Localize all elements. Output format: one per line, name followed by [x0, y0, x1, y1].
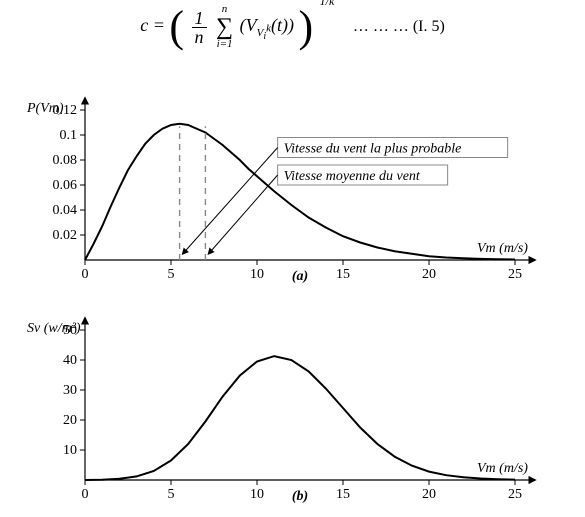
eq-fraction-den: n [192, 28, 207, 46]
eq-paren-left: ( [169, 5, 184, 49]
svg-text:0.08: 0.08 [53, 153, 78, 168]
eq-body: 1 n n ∑ i=1 (VVik(t)) [189, 4, 295, 50]
svg-text:0.04: 0.04 [53, 203, 78, 218]
chart-b-svg: 05101520251020304050Sv (w/m²)Vm (m/s)(b) [25, 310, 545, 510]
eq-term: (VVik(t)) [240, 15, 294, 35]
svg-text:15: 15 [336, 267, 350, 282]
chart-a: 05101520250.020.040.060.080.10.12P(Vm)Vm… [25, 90, 545, 290]
sigma-icon: ∑ [216, 15, 233, 39]
svg-text:20: 20 [63, 413, 77, 428]
svg-text:0.02: 0.02 [53, 228, 78, 243]
eq-tail: … … … (I. 5) [353, 18, 445, 36]
svg-text:10: 10 [250, 487, 264, 502]
eq-lhs: c [140, 15, 148, 35]
svg-text:20: 20 [422, 487, 436, 502]
svg-text:15: 15 [336, 487, 350, 502]
svg-text:25: 25 [508, 487, 522, 502]
eq-fraction: 1 n [192, 9, 207, 46]
eq-equals: = [153, 15, 170, 35]
svg-text:0: 0 [82, 267, 89, 282]
chart-a-svg: 05101520250.020.040.060.080.10.12P(Vm)Vm… [25, 90, 545, 290]
svg-text:30: 30 [63, 383, 77, 398]
svg-text:5: 5 [168, 267, 175, 282]
svg-text:0.1: 0.1 [60, 128, 78, 143]
svg-text:(b): (b) [292, 489, 308, 504]
equation: c = ( 1 n n ∑ i=1 (VVik(t)) ) 1/k … … … … [0, 4, 585, 50]
svg-text:25: 25 [508, 267, 522, 282]
svg-text:10: 10 [250, 267, 264, 282]
svg-text:0.06: 0.06 [53, 178, 78, 193]
svg-text:0: 0 [82, 487, 89, 502]
svg-text:5: 5 [168, 487, 175, 502]
svg-text:Vitesse du vent la plus proba: Vitesse du vent la plus probable [284, 142, 462, 157]
svg-text:10: 10 [63, 443, 77, 458]
page-root: { "equation": { "lhs": "c", "fraction_nu… [0, 0, 585, 517]
svg-text:P(Vm): P(Vm) [26, 101, 64, 116]
eq-term-left: (V [240, 15, 257, 35]
svg-text:40: 40 [63, 353, 77, 368]
svg-text:Vm (m/s): Vm (m/s) [477, 241, 528, 256]
eq-paren-right: ) [299, 5, 314, 49]
eq-sum: n ∑ i=1 [216, 4, 233, 50]
svg-text:Sv (w/m²): Sv (w/m²) [27, 321, 81, 336]
eq-outer-power: 1/k [320, 0, 335, 9]
svg-text:(a): (a) [292, 269, 308, 284]
svg-text:Vm (m/s): Vm (m/s) [477, 461, 528, 476]
svg-text:20: 20 [422, 267, 436, 282]
eq-sum-bottom: i=1 [216, 39, 233, 50]
eq-term-right: (t)) [271, 15, 294, 35]
svg-text:Vitesse moyenne du vent: Vitesse moyenne du vent [284, 169, 421, 184]
chart-b: 05101520251020304050Sv (w/m²)Vm (m/s)(b) [25, 310, 545, 510]
eq-fraction-num: 1 [192, 9, 207, 28]
